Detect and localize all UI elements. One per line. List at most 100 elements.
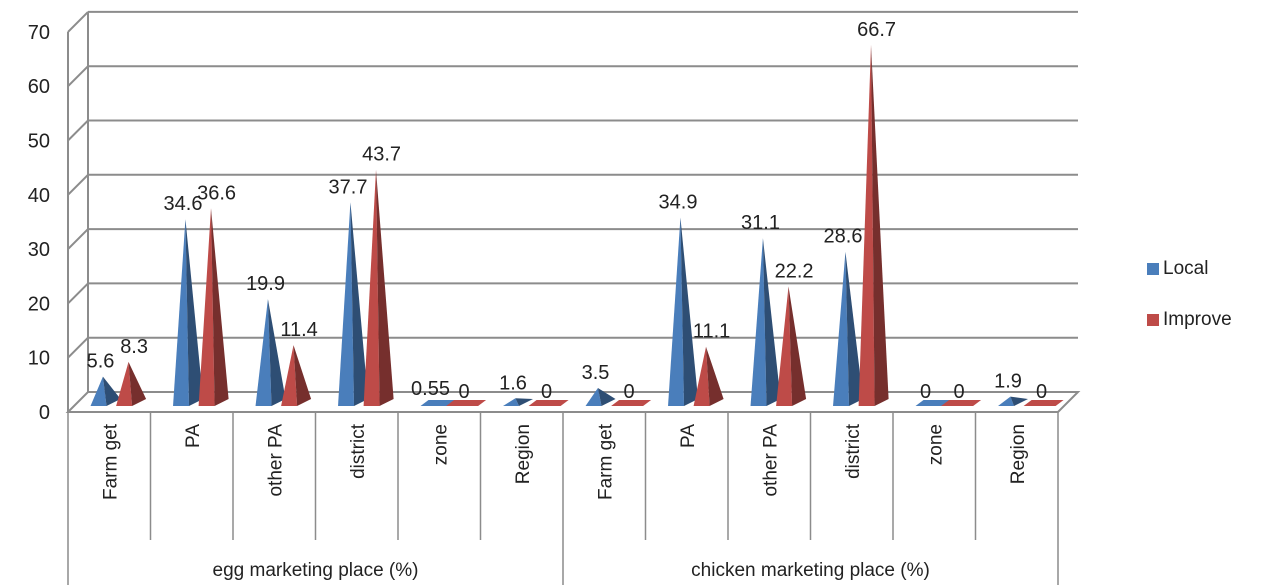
data-labels: 5.68.334.636.619.911.437.743.70.55 0 1.6 03… <box>87 19 1048 403</box>
data-label-improve-7: 11.1 <box>693 321 730 343</box>
cone-improve-0-side <box>128 361 147 406</box>
bars <box>90 44 1064 406</box>
y-tick-label-40: 40 <box>28 185 50 207</box>
gridline-side-10 <box>67 336 89 359</box>
y-tick-label-30: 30 <box>28 239 50 261</box>
cone-improve-9 <box>858 44 889 406</box>
cone-improve-11 <box>1023 400 1064 406</box>
legend-swatch-local <box>1147 263 1159 275</box>
cone-improve-1-face <box>198 208 215 406</box>
data-label-improve-10: 0 <box>954 381 965 403</box>
gridline-side-70 <box>67 11 89 33</box>
cone-improve-8-side <box>788 286 807 406</box>
legend: Local Improve <box>1147 257 1232 359</box>
x-tick-label-pa-7: PA <box>678 424 699 448</box>
cone-improve-10-base <box>941 400 982 406</box>
y-tick-label-20: 20 <box>28 293 50 315</box>
data-label-improve-3: 43.7 <box>362 144 401 166</box>
data-label-improve-4: 0 <box>459 381 470 403</box>
cone-local-2-face <box>255 298 272 406</box>
cone-local-2 <box>255 298 286 406</box>
data-label-local-2: 19.9 <box>246 273 285 295</box>
data-label-improve-5: 0 <box>541 381 552 403</box>
cone-local-6-face <box>585 387 602 406</box>
cone-improve-2 <box>281 345 312 406</box>
cone-local-1-side <box>185 219 204 406</box>
cone-improve-6-base <box>611 400 652 406</box>
cone-local-6-side <box>597 387 616 406</box>
cone-local-3 <box>338 202 369 406</box>
cone-improve-9-side <box>871 44 889 406</box>
legend-label-improve: Improve <box>1163 309 1232 330</box>
data-label-local-5: 1.6 <box>499 372 527 394</box>
gridline-side-30 <box>67 228 89 250</box>
cone-local-8-side <box>762 238 781 406</box>
cone-improve-6 <box>611 400 652 406</box>
cone-local-6 <box>585 387 616 406</box>
data-label-improve-6: 0 <box>624 381 635 403</box>
cone-improve-2-side <box>293 345 312 406</box>
x-tick-label-other-pa-8: other PA <box>760 424 781 497</box>
cone-improve-5 <box>528 400 569 406</box>
legend-item-improve: Improve <box>1147 308 1232 332</box>
cone-improve-9-face <box>858 44 875 406</box>
data-label-improve-9: 66.7 <box>857 19 896 41</box>
cone-local-8-face <box>750 238 767 406</box>
cone-improve-7 <box>693 346 724 406</box>
cone-improve-7-side <box>706 346 724 406</box>
x-tick-label-district-3: district <box>348 423 369 479</box>
cone-local-7 <box>668 217 699 406</box>
cone-local-8 <box>750 238 781 406</box>
data-label-improve-0: 8.3 <box>120 336 148 358</box>
cone-local-2-side <box>267 298 286 406</box>
cone-local-7-face <box>668 217 685 406</box>
data-label-local-10: 0 <box>920 381 931 403</box>
x-tick-label-farm-get-6: Farm get <box>595 423 616 500</box>
x-tick-label-farm-get-0: Farm get <box>100 423 121 500</box>
cone-improve-4 <box>446 400 487 406</box>
cone-improve-5-base <box>528 400 569 406</box>
legend-item-local: Local <box>1147 257 1232 281</box>
cone-local-5-side <box>515 398 534 406</box>
x-tick-label-region-5: Region <box>513 424 534 484</box>
y-tick-label-60: 60 <box>28 76 50 98</box>
cone-local-11-side <box>1010 396 1029 406</box>
x-axis: Farm get PA other PA district zone Region Farm… <box>67 411 1059 585</box>
cone-local-9-face <box>833 251 850 406</box>
gridline-side-20 <box>67 282 89 305</box>
cone-local-11-face <box>998 396 1015 406</box>
cone-local-11 <box>998 396 1029 406</box>
data-label-local-7: 34.9 <box>659 191 698 213</box>
cone-local-0-face <box>90 376 107 406</box>
data-label-local-8: 31.1 <box>741 212 780 234</box>
cone-local-1-face <box>173 219 190 406</box>
cone-improve-3-face <box>363 169 380 406</box>
x-tick-label-district-9: district <box>843 423 864 479</box>
cone-local-9 <box>833 251 864 406</box>
y-tick-label-10: 10 <box>28 348 50 370</box>
cone-local-0-side <box>102 376 121 406</box>
cone-improve-11-base <box>1023 400 1064 406</box>
cone-improve-3 <box>363 169 394 406</box>
x-tick-label-other-pa-2: other PA <box>265 424 286 497</box>
data-label-improve-8: 22.2 <box>775 260 814 282</box>
legend-swatch-improve <box>1147 314 1159 326</box>
data-label-local-4: 0.55 <box>411 378 450 400</box>
x-tick-label-region-11: Region <box>1008 424 1029 484</box>
y-tick-label-0: 0 <box>39 402 50 424</box>
cone-local-1 <box>173 219 204 406</box>
data-label-improve-11: 0 <box>1036 381 1047 403</box>
cone-improve-1-side <box>211 208 229 406</box>
cone-improve-0 <box>116 361 147 406</box>
data-label-local-11: 1.9 <box>994 371 1022 393</box>
y-tick-label-50: 50 <box>28 131 50 153</box>
cone-improve-8 <box>776 286 807 406</box>
cone-local-3-face <box>338 202 355 406</box>
cone-improve-7-face <box>693 346 710 406</box>
data-label-local-3: 37.7 <box>329 176 368 198</box>
legend-label-local: Local <box>1163 258 1209 279</box>
cone-local-5-face <box>503 398 520 406</box>
x-tick-label-pa-1: PA <box>183 424 204 448</box>
cone-improve-0-face <box>116 361 133 406</box>
y-axis-ticks: 0 10 20 30 40 50 60 70 <box>28 22 50 424</box>
